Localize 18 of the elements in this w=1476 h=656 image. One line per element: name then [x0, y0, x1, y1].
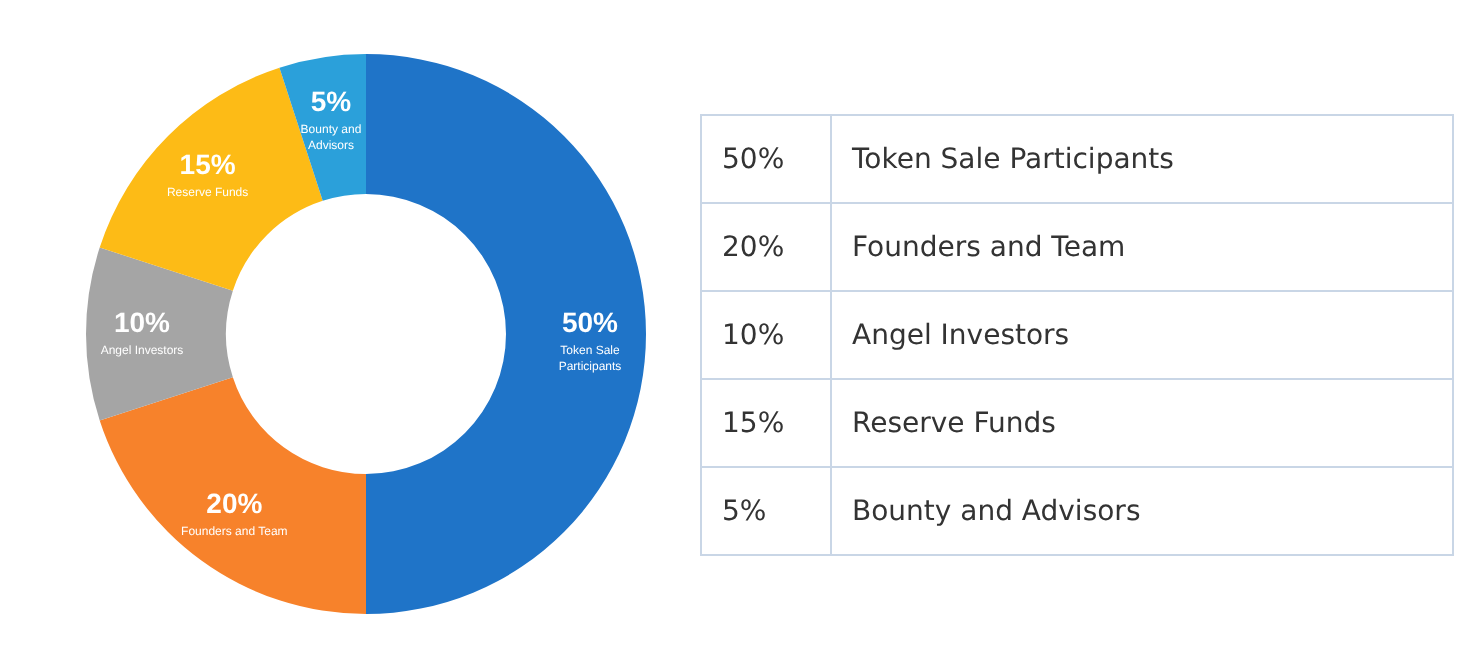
text: 5%	[722, 495, 767, 527]
category-label: Angel Investors	[852, 319, 1070, 351]
data-label: 10%	[113, 306, 172, 338]
text: 10%	[722, 319, 785, 351]
donut-slice	[366, 54, 646, 614]
category-label: Bounty and Advisors	[852, 495, 1141, 527]
text: 50%	[722, 143, 785, 175]
data-label: 20%	[206, 487, 264, 520]
text: 20%	[722, 231, 785, 263]
donut-slice	[99, 377, 366, 614]
donut-slice	[86, 247, 233, 421]
text: 15%	[722, 407, 785, 439]
data-label: 15%	[179, 147, 237, 180]
category-label: Founders and Team	[852, 231, 1126, 263]
data-label: 50%	[561, 306, 620, 338]
data-label: 5%	[310, 84, 353, 117]
slice-label: Token Sale Participants	[831, 115, 1453, 203]
category-label: Reserve Funds	[852, 407, 1056, 439]
